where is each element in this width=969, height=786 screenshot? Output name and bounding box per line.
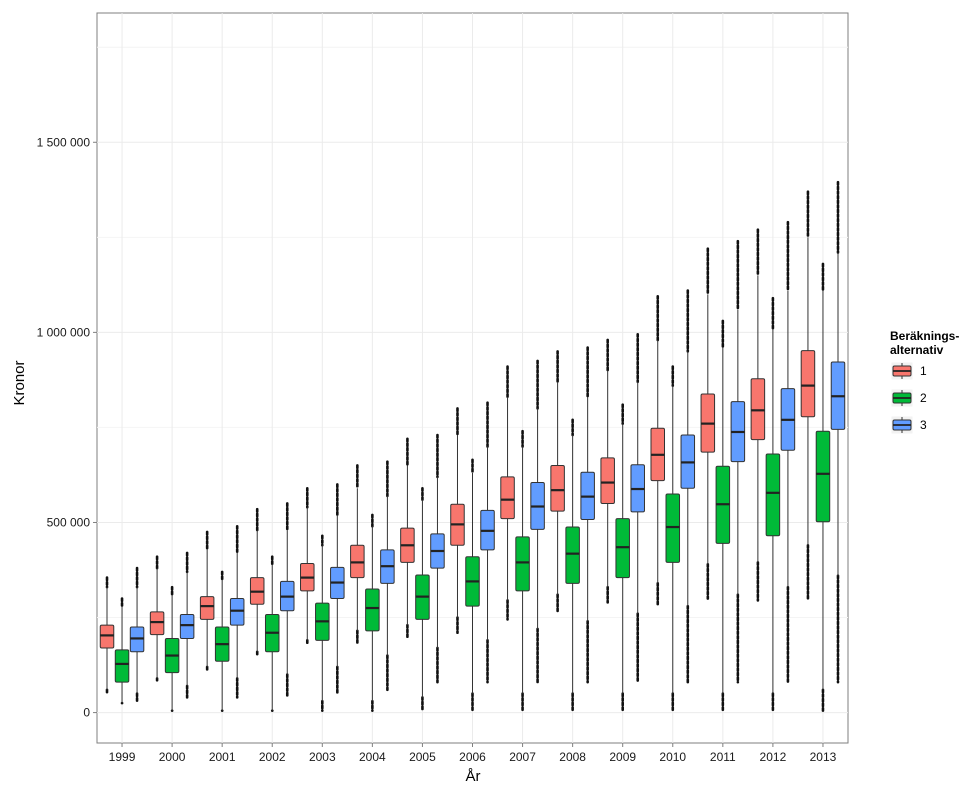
box-2012-series-2: [765, 296, 781, 712]
box-2000-series-1: [149, 555, 165, 682]
box-2001-series-3: [229, 524, 245, 699]
x-tick-label: 2010: [659, 750, 686, 764]
box-2006-series-1: [450, 407, 465, 635]
box-2003-series-1: [300, 486, 315, 646]
box-2003-series-2: [315, 534, 330, 712]
x-tick-label: 1999: [109, 750, 136, 764]
box-1999-series-3: [129, 566, 145, 703]
x-tick-label: 2005: [409, 750, 436, 764]
box-2011-series-2: [715, 319, 731, 712]
legend-title: alternativ: [890, 343, 944, 357]
y-axis: 0 500 000 1 000 000 1 500 000: [37, 135, 97, 720]
box-2000-series-2: [164, 585, 180, 712]
box-iqr: [550, 464, 565, 512]
legend-title: Beräknings-: [890, 329, 959, 343]
box-2006-series-3: [480, 401, 495, 684]
x-tick-label: 2007: [509, 750, 536, 764]
box-iqr: [765, 453, 781, 537]
box-iqr: [815, 430, 831, 523]
box-2011-series-3: [730, 239, 746, 684]
box-2009-series-2: [615, 403, 630, 712]
box-2011-series-1: [700, 247, 716, 600]
box-iqr: [565, 526, 580, 584]
box-2010-series-2: [665, 365, 681, 712]
box-2007-series-1: [500, 365, 515, 621]
box-2005-series-1: [400, 437, 415, 640]
box-iqr: [179, 613, 195, 639]
x-tick-label: 2011: [710, 750, 736, 764]
box-2002-series-3: [279, 502, 295, 699]
box-2009-series-3: [630, 332, 645, 684]
box-2013-series-3: [830, 180, 846, 684]
x-tick-label: 2001: [209, 750, 236, 764]
box-2004-series-1: [350, 464, 365, 646]
x-axis: 1999 2000 2001 2002 2003 2004 2005 2006 2007 2008…: [109, 743, 837, 764]
box-iqr: [365, 588, 380, 632]
x-tick-label: 2012: [760, 750, 787, 764]
box-2002-series-1: [249, 507, 265, 657]
legend: Beräknings-alternativ 1 2 3: [890, 329, 959, 435]
box-2005-series-3: [430, 433, 445, 684]
box-2005-series-2: [415, 486, 430, 712]
box-2008-series-1: [550, 350, 565, 614]
box-2013-series-2: [815, 262, 831, 712]
y-tick-label: 1 000 000: [37, 325, 91, 339]
x-tick-label: 2004: [359, 750, 386, 764]
box-iqr: [229, 598, 245, 626]
y-tick-label: 0: [83, 706, 90, 720]
box-2004-series-2: [365, 513, 380, 712]
box-iqr: [600, 457, 615, 504]
box-1999-series-1: [99, 576, 115, 695]
box-2012-series-1: [750, 228, 766, 602]
box-iqr: [199, 596, 215, 620]
legend-label: 3: [920, 418, 927, 432]
box-2010-series-1: [650, 294, 666, 608]
x-axis-title: År: [466, 768, 481, 785]
x-tick-label: 2002: [259, 750, 286, 764]
box-layer: [99, 180, 846, 712]
box-iqr: [99, 624, 115, 649]
box-iqr: [149, 611, 165, 636]
legend-label: 2: [920, 391, 927, 405]
legend-label: 1: [920, 364, 927, 378]
box-2008-series-3: [580, 346, 595, 684]
box-2006-series-2: [465, 458, 480, 712]
legend-key-2: [890, 388, 914, 408]
x-tick-label: 2008: [559, 750, 586, 764]
y-axis-title: Kronor: [11, 360, 28, 405]
box-iqr: [800, 350, 816, 418]
box-2000-series-3: [179, 551, 195, 699]
x-tick-label: 2000: [159, 750, 186, 764]
box-iqr: [665, 493, 681, 563]
box-2010-series-3: [680, 289, 696, 684]
box-iqr: [750, 378, 766, 441]
box-2009-series-1: [600, 338, 615, 604]
box-2003-series-3: [330, 483, 345, 695]
box-2007-series-3: [530, 359, 545, 684]
y-tick-label: 1 500 000: [37, 135, 91, 149]
legend-key-1: [890, 361, 914, 381]
box-2007-series-2: [515, 429, 530, 712]
box-2012-series-3: [780, 220, 796, 684]
box-2001-series-2: [214, 570, 230, 712]
x-tick-label: 2006: [459, 750, 486, 764]
box-iqr: [515, 536, 530, 592]
box-2013-series-1: [800, 190, 816, 600]
box-2008-series-2: [565, 418, 580, 712]
box-iqr: [114, 649, 130, 683]
x-tick-label: 2013: [810, 750, 837, 764]
x-tick-label: 2009: [609, 750, 636, 764]
x-tick-label: 2003: [309, 750, 336, 764]
box-2002-series-2: [264, 555, 280, 712]
box-iqr: [500, 476, 515, 520]
box-1999-series-2: [114, 597, 130, 705]
box-2004-series-3: [380, 460, 395, 692]
y-tick-label: 500 000: [47, 515, 91, 529]
legend-key-3: [890, 415, 914, 435]
grid-lines: [97, 13, 848, 743]
box-2001-series-1: [199, 530, 215, 673]
